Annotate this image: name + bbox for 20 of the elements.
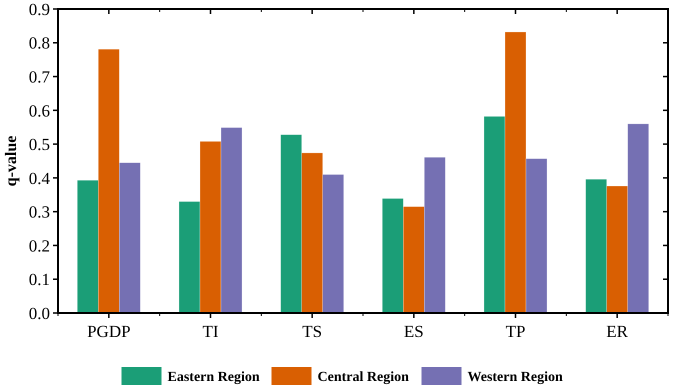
x-tick-label: ER — [606, 322, 629, 341]
x-tick-label: TS — [302, 322, 322, 341]
y-tick-label: 0.0 — [28, 304, 50, 323]
y-tick-label: 0.8 — [28, 34, 50, 53]
y-tick-label: 0.9 — [28, 0, 50, 19]
x-tick-label: TP — [506, 322, 526, 341]
legend-label: Central Region — [318, 370, 410, 385]
y-axis-title: q-value — [3, 136, 20, 186]
y-tick-label: 0.3 — [28, 202, 50, 222]
legend-label: Eastern Region — [168, 370, 260, 385]
legend-label: Western Region — [468, 370, 563, 385]
y-tick-label: 0.5 — [28, 135, 50, 154]
y-tick-label: 0.4 — [28, 168, 50, 188]
y-tick-label: 0.2 — [28, 236, 50, 256]
y-tick-label: 0.7 — [28, 68, 50, 87]
x-tick-label: TI — [202, 322, 219, 341]
y-tick-label: 0.1 — [28, 270, 50, 290]
y-tick-label: 0.6 — [28, 101, 50, 120]
x-tick-label: PGDP — [87, 322, 131, 341]
x-tick-label: ES — [404, 322, 424, 341]
